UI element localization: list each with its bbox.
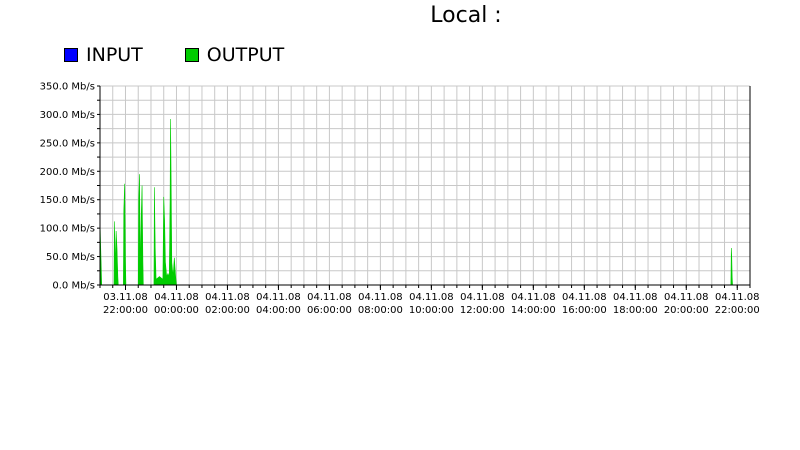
x-tick-label-time: 08:00:00 — [358, 305, 403, 316]
x-tick-label-date: 04.11.08 — [613, 292, 658, 303]
x-tick-label-date: 04.11.08 — [307, 292, 352, 303]
y-tick-label: 200.0 Mb/s — [40, 167, 95, 178]
x-tick-label-time: 16:00:00 — [562, 305, 607, 316]
x-tick-label-date: 04.11.08 — [460, 292, 505, 303]
y-tick-label: 150.0 Mb/s — [40, 195, 95, 206]
x-tick-label-time: 22:00:00 — [103, 305, 148, 316]
x-tick-label-time: 20:00:00 — [664, 305, 709, 316]
x-tick-label-time: 06:00:00 — [307, 305, 352, 316]
legend-swatch-output — [184, 48, 199, 62]
x-tick-label-time: 02:00:00 — [205, 305, 250, 316]
y-tick-label: 350.0 Mb/s — [40, 82, 95, 93]
x-tick-label-date: 04.11.08 — [664, 292, 709, 303]
y-tick-label: 0.0 Mb/s — [52, 281, 95, 292]
x-tick-label-date: 04.11.08 — [154, 292, 199, 303]
x-tick-label-time: 04:00:00 — [256, 305, 301, 316]
legend-item-input: INPUT — [64, 44, 143, 66]
x-tick-label-time: 00:00:00 — [154, 305, 199, 316]
x-tick-label-time: 10:00:00 — [409, 305, 454, 316]
x-tick-label-date: 04.11.08 — [562, 292, 607, 303]
chart-title: Local : — [430, 3, 502, 28]
x-tick-label-time: 18:00:00 — [613, 305, 658, 316]
y-tick-label: 300.0 Mb/s — [40, 110, 95, 121]
legend-swatch-input — [64, 48, 78, 62]
legend-label-output: OUTPUT — [206, 44, 285, 66]
y-tick-label: 50.0 Mb/s — [46, 252, 95, 263]
legend-item-output: OUTPUT — [184, 44, 285, 66]
legend: INPUT OUTPUT — [64, 44, 326, 66]
x-tick-label-date: 04.11.08 — [409, 292, 454, 303]
legend-label-input: INPUT — [86, 44, 143, 66]
x-tick-label-time: 12:00:00 — [460, 305, 505, 316]
x-tick-label-date: 04.11.08 — [358, 292, 403, 303]
x-tick-label-date: 03.11.08 — [103, 292, 148, 303]
x-tick-label-date: 04.11.08 — [715, 292, 760, 303]
x-tick-label-date: 04.11.08 — [256, 292, 301, 303]
x-tick-label-date: 04.11.08 — [205, 292, 250, 303]
x-tick-label-time: 22:00:00 — [715, 305, 760, 316]
y-tick-label: 250.0 Mb/s — [40, 138, 95, 149]
y-tick-label: 100.0 Mb/s — [40, 224, 95, 235]
x-tick-label-time: 14:00:00 — [511, 305, 556, 316]
x-tick-label-date: 04.11.08 — [511, 292, 556, 303]
